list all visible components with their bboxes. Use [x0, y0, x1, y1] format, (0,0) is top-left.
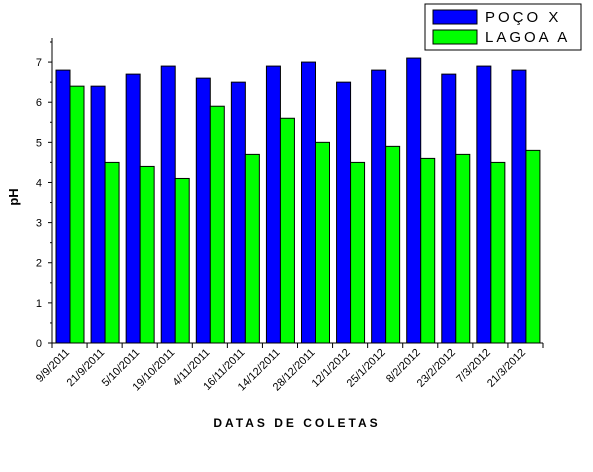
bar-series1-6: [265, 65, 281, 344]
bar-series1-7: [301, 61, 316, 344]
bar-series2-1: [104, 161, 120, 344]
bar-series2-13: [525, 149, 541, 344]
y-tick-label: 6: [36, 97, 42, 109]
bar-series2-11: [455, 153, 471, 344]
bar-series2-3: [174, 177, 190, 344]
legend-label-2: LAGOA A: [485, 29, 570, 46]
y-axis-title: pH: [6, 188, 21, 205]
y-tick-label: 1: [36, 298, 42, 310]
bar-series2-8: [350, 161, 366, 344]
bar-series2-5: [244, 153, 260, 344]
bar-series1-4: [195, 77, 211, 344]
bar-series2-0: [69, 85, 85, 344]
x-tick-label: 21/3/2012: [485, 347, 528, 390]
legend-label-1: POÇO X: [485, 9, 561, 26]
bar-series1-0: [55, 69, 71, 344]
bar-series2-9: [385, 145, 401, 344]
bar-series1-3: [160, 65, 176, 344]
bar-series2-2: [139, 165, 155, 344]
bars-group: [55, 57, 541, 344]
bar-series2-6: [279, 117, 295, 344]
legend-swatch-1: [432, 9, 478, 25]
bar-series2-10: [420, 157, 436, 344]
legend: POÇO X LAGOA A: [424, 3, 582, 51]
y-tick-label: 7: [36, 57, 42, 69]
bar-series1-13: [511, 69, 527, 344]
legend-swatch-2: [432, 29, 478, 45]
y-tick-label: 3: [36, 218, 42, 230]
bar-series1-9: [371, 69, 387, 344]
x-ticks-group: 9/9/201121/9/20115/10/201119/10/20114/11…: [34, 343, 544, 393]
y-tick-label: 4: [36, 177, 42, 189]
y-tick-label: 2: [36, 258, 42, 270]
bar-series1-1: [90, 85, 106, 344]
bar-series2-7: [315, 141, 330, 344]
bar-series1-10: [406, 57, 422, 344]
bar-series2-12: [490, 161, 506, 344]
bar-series1-12: [476, 65, 492, 344]
bar-series1-5: [230, 81, 246, 344]
x-axis-title: DATAS DE COLETAS: [213, 416, 380, 430]
y-ticks-group: 0 1 2 3 4 5 6 7: [36, 41, 52, 350]
x-tick-label: 25/1/2012: [345, 347, 388, 390]
y-tick-label: 0: [36, 338, 42, 350]
bar-series2-4: [209, 105, 225, 344]
x-tick-label: 23/2/2012: [415, 347, 458, 390]
bar-series1-2: [125, 73, 141, 344]
y-tick-label: 5: [36, 137, 42, 149]
bar-series1-8: [336, 81, 352, 344]
bar-series1-11: [441, 73, 457, 344]
